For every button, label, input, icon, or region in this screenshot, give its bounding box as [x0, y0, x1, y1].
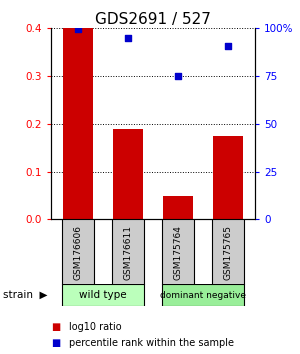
Bar [63, 28, 93, 219]
Point [126, 35, 130, 41]
Text: GSM175764: GSM175764 [173, 225, 182, 280]
Bar [163, 195, 193, 219]
Text: strain  ▶: strain ▶ [3, 290, 47, 300]
Point [76, 27, 81, 32]
Bar [112, 219, 144, 285]
Point [225, 43, 230, 48]
Text: percentile rank within the sample: percentile rank within the sample [69, 338, 234, 348]
Text: GSM176606: GSM176606 [74, 225, 83, 280]
Text: GSM176611: GSM176611 [124, 225, 133, 280]
Text: ■: ■ [51, 322, 60, 332]
Bar [213, 136, 243, 219]
Title: GDS2691 / 527: GDS2691 / 527 [95, 12, 211, 27]
Bar [62, 284, 144, 306]
Text: ■: ■ [51, 338, 60, 348]
Point [176, 73, 180, 79]
Text: GSM175765: GSM175765 [223, 225, 232, 280]
Bar [212, 219, 244, 285]
Bar [62, 219, 94, 285]
Text: wild type: wild type [80, 290, 127, 300]
Bar [162, 284, 244, 306]
Text: log10 ratio: log10 ratio [69, 322, 122, 332]
Bar [162, 219, 194, 285]
Text: dominant negative: dominant negative [160, 291, 246, 300]
Bar [113, 129, 143, 219]
